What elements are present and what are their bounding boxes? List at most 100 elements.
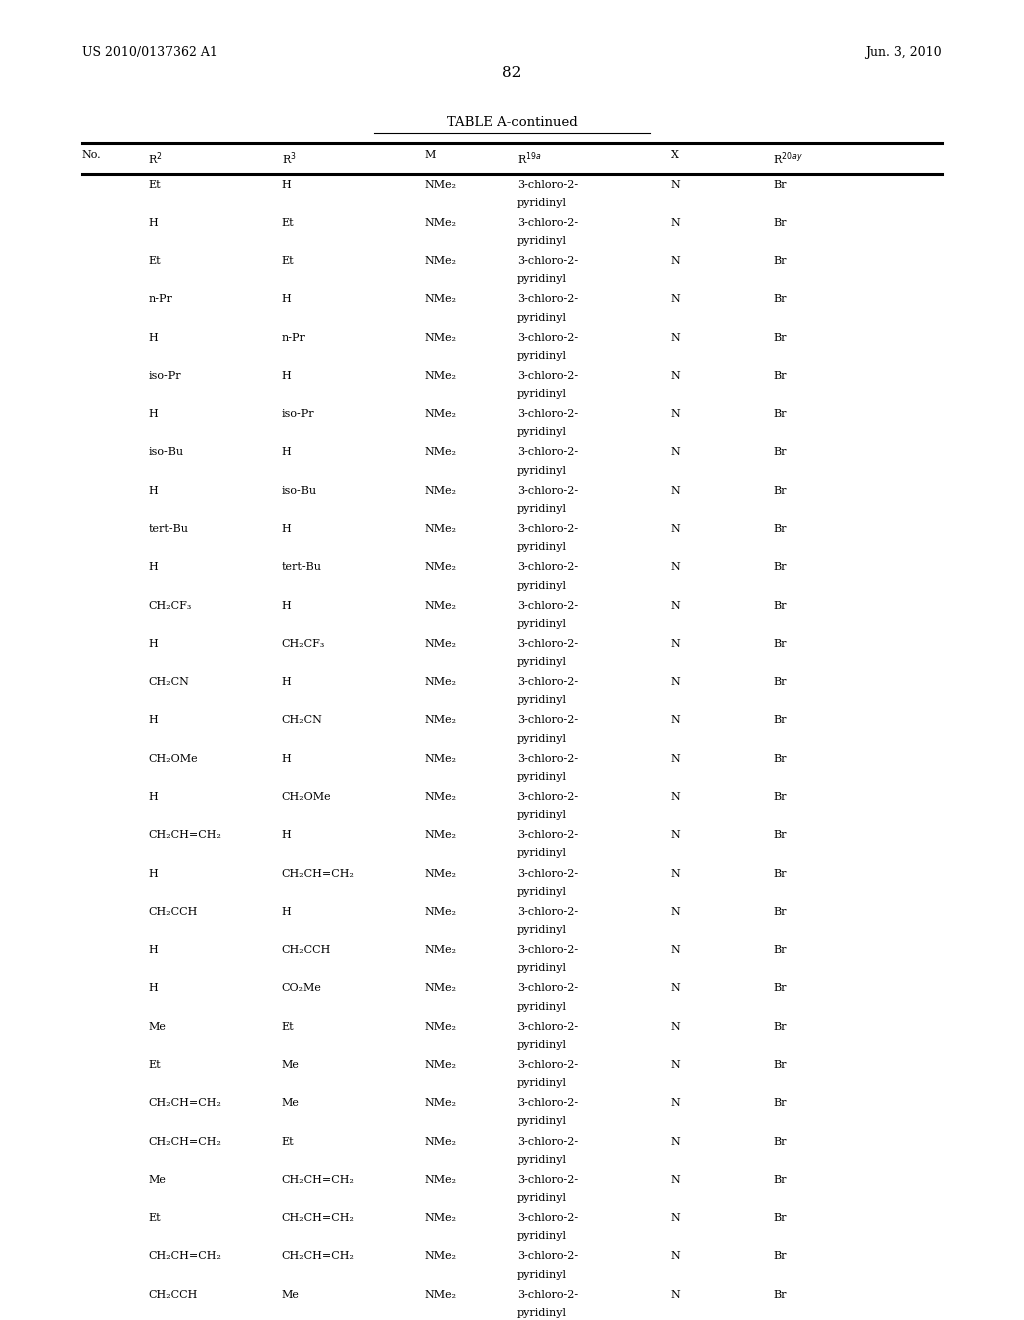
Text: N: N (671, 562, 681, 573)
Text: H: H (148, 409, 159, 420)
Text: Br: Br (773, 218, 786, 228)
Text: NMe₂: NMe₂ (425, 180, 457, 190)
Text: 3-chloro-2-: 3-chloro-2- (517, 180, 579, 190)
Text: 3-chloro-2-: 3-chloro-2- (517, 715, 579, 726)
Text: pyridinyl: pyridinyl (517, 1270, 567, 1279)
Text: NMe₂: NMe₂ (425, 715, 457, 726)
Text: H: H (282, 371, 292, 381)
Text: 3-chloro-2-: 3-chloro-2- (517, 1175, 579, 1185)
Text: NMe₂: NMe₂ (425, 294, 457, 305)
Text: 3-chloro-2-: 3-chloro-2- (517, 830, 579, 841)
Text: Br: Br (773, 830, 786, 841)
Text: 3-chloro-2-: 3-chloro-2- (517, 677, 579, 688)
Text: Et: Et (148, 1060, 161, 1071)
Text: M: M (425, 150, 436, 161)
Text: 3-chloro-2-: 3-chloro-2- (517, 1251, 579, 1262)
Text: CH₂CF₃: CH₂CF₃ (148, 601, 191, 611)
Text: pyridinyl: pyridinyl (517, 619, 567, 628)
Text: Et: Et (282, 1022, 294, 1032)
Text: Br: Br (773, 601, 786, 611)
Text: pyridinyl: pyridinyl (517, 581, 567, 590)
Text: H: H (282, 907, 292, 917)
Text: R$^2$: R$^2$ (148, 150, 163, 168)
Text: 3-chloro-2-: 3-chloro-2- (517, 447, 579, 458)
Text: NMe₂: NMe₂ (425, 830, 457, 841)
Text: NMe₂: NMe₂ (425, 792, 457, 803)
Text: Me: Me (282, 1098, 299, 1109)
Text: tert-Bu: tert-Bu (282, 562, 322, 573)
Text: NMe₂: NMe₂ (425, 945, 457, 956)
Text: N: N (671, 792, 681, 803)
Text: 3-chloro-2-: 3-chloro-2- (517, 256, 579, 267)
Text: NMe₂: NMe₂ (425, 869, 457, 879)
Text: N: N (671, 1175, 681, 1185)
Text: NMe₂: NMe₂ (425, 486, 457, 496)
Text: TABLE A-continued: TABLE A-continued (446, 116, 578, 129)
Text: 3-chloro-2-: 3-chloro-2- (517, 333, 579, 343)
Text: 3-chloro-2-: 3-chloro-2- (517, 524, 579, 535)
Text: H: H (282, 294, 292, 305)
Text: N: N (671, 1213, 681, 1224)
Text: H: H (282, 180, 292, 190)
Text: Br: Br (773, 677, 786, 688)
Text: NMe₂: NMe₂ (425, 1137, 457, 1147)
Text: R$^{20ay}$: R$^{20ay}$ (773, 150, 803, 168)
Text: CH₂CCH: CH₂CCH (148, 1290, 198, 1300)
Text: H: H (282, 524, 292, 535)
Text: 3-chloro-2-: 3-chloro-2- (517, 639, 579, 649)
Text: NMe₂: NMe₂ (425, 524, 457, 535)
Text: Et: Et (148, 180, 161, 190)
Text: H: H (148, 218, 159, 228)
Text: 3-chloro-2-: 3-chloro-2- (517, 1137, 579, 1147)
Text: iso-Bu: iso-Bu (148, 447, 183, 458)
Text: 3-chloro-2-: 3-chloro-2- (517, 754, 579, 764)
Text: CH₂CH=CH₂: CH₂CH=CH₂ (282, 869, 354, 879)
Text: 3-chloro-2-: 3-chloro-2- (517, 1022, 579, 1032)
Text: Br: Br (773, 294, 786, 305)
Text: Br: Br (773, 1137, 786, 1147)
Text: H: H (282, 830, 292, 841)
Text: NMe₂: NMe₂ (425, 447, 457, 458)
Text: 3-chloro-2-: 3-chloro-2- (517, 371, 579, 381)
Text: Br: Br (773, 333, 786, 343)
Text: iso-Pr: iso-Pr (148, 371, 181, 381)
Text: pyridinyl: pyridinyl (517, 1193, 567, 1203)
Text: CH₂OMe: CH₂OMe (148, 754, 198, 764)
Text: pyridinyl: pyridinyl (517, 1040, 567, 1049)
Text: pyridinyl: pyridinyl (517, 198, 567, 207)
Text: 3-chloro-2-: 3-chloro-2- (517, 869, 579, 879)
Text: tert-Bu: tert-Bu (148, 524, 188, 535)
Text: CH₂CH=CH₂: CH₂CH=CH₂ (148, 1098, 221, 1109)
Text: 82: 82 (503, 66, 521, 81)
Text: NMe₂: NMe₂ (425, 409, 457, 420)
Text: N: N (671, 371, 681, 381)
Text: Br: Br (773, 1290, 786, 1300)
Text: Br: Br (773, 447, 786, 458)
Text: pyridinyl: pyridinyl (517, 543, 567, 552)
Text: CH₂OMe: CH₂OMe (282, 792, 331, 803)
Text: CH₂CH=CH₂: CH₂CH=CH₂ (148, 1251, 221, 1262)
Text: NMe₂: NMe₂ (425, 1175, 457, 1185)
Text: 3-chloro-2-: 3-chloro-2- (517, 562, 579, 573)
Text: 3-chloro-2-: 3-chloro-2- (517, 1213, 579, 1224)
Text: N: N (671, 601, 681, 611)
Text: 3-chloro-2-: 3-chloro-2- (517, 1098, 579, 1109)
Text: N: N (671, 869, 681, 879)
Text: H: H (148, 562, 159, 573)
Text: N: N (671, 945, 681, 956)
Text: Br: Br (773, 907, 786, 917)
Text: H: H (282, 754, 292, 764)
Text: n-Pr: n-Pr (282, 333, 305, 343)
Text: Br: Br (773, 983, 786, 994)
Text: pyridinyl: pyridinyl (517, 925, 567, 935)
Text: Br: Br (773, 371, 786, 381)
Text: NMe₂: NMe₂ (425, 1060, 457, 1071)
Text: Me: Me (148, 1175, 166, 1185)
Text: Me: Me (282, 1060, 299, 1071)
Text: H: H (282, 601, 292, 611)
Text: NMe₂: NMe₂ (425, 601, 457, 611)
Text: NMe₂: NMe₂ (425, 1251, 457, 1262)
Text: pyridinyl: pyridinyl (517, 1002, 567, 1011)
Text: 3-chloro-2-: 3-chloro-2- (517, 1060, 579, 1071)
Text: H: H (148, 715, 159, 726)
